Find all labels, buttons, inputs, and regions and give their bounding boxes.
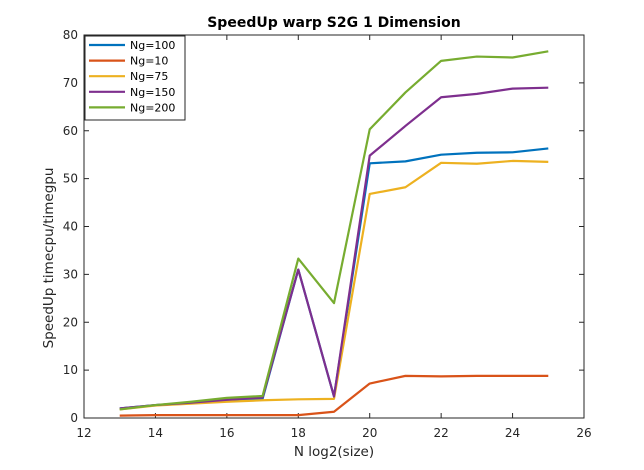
y-tick-label: 10 <box>63 363 78 377</box>
y-tick-label: 80 <box>63 28 78 42</box>
y-tick-label: 50 <box>63 172 78 186</box>
series-line-ng-75 <box>119 159 549 411</box>
legend-entry: Ng=100 <box>130 39 175 52</box>
x-tick-label: 12 <box>76 426 91 440</box>
plot-area: 12 14 16 18 20 22 24 26 0 10 20 30 40 50 60 70 80 <box>63 28 592 440</box>
legend-entry: Ng=75 <box>130 70 168 83</box>
y-tick-label: 60 <box>63 124 78 138</box>
y-tick-label: 70 <box>63 76 78 90</box>
series-line-ng-150 <box>119 86 549 410</box>
x-tick-label: 22 <box>434 426 449 440</box>
y-tick-label: 20 <box>63 315 78 329</box>
x-tick-label: 26 <box>576 426 591 440</box>
x-axis-label: N log2(size) <box>294 444 374 460</box>
x-tick-label: 18 <box>291 426 306 440</box>
legend-entry: Ng=150 <box>130 86 175 99</box>
y-tick-label: 30 <box>63 267 78 281</box>
y-axis-label: SpeedUp timecpu/timegpu <box>41 168 57 349</box>
chart-title: SpeedUp warp S2G 1 Dimension <box>207 15 461 31</box>
legend-entry: Ng=10 <box>130 55 168 68</box>
x-tick-label: 20 <box>362 426 377 440</box>
y-tick-label: 0 <box>70 411 78 425</box>
series-line-ng-10 <box>119 374 549 417</box>
legend-entry: Ng=200 <box>130 101 175 114</box>
x-tick-label: 24 <box>505 426 520 440</box>
series-line-ng-100 <box>119 147 549 410</box>
series-line-ng-200 <box>119 50 549 411</box>
x-tick-label: 14 <box>148 426 163 440</box>
legend-box <box>84 35 186 121</box>
x-tick-label: 16 <box>219 426 234 440</box>
legend: Ng=100 Ng=10 Ng=75 Ng=150 Ng=200 <box>84 35 186 121</box>
y-tick-label: 40 <box>63 220 78 234</box>
